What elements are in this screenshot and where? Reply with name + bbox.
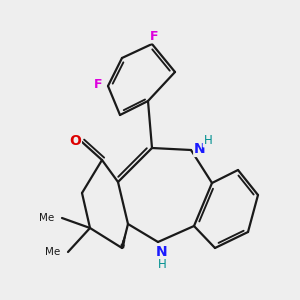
Text: F: F xyxy=(94,77,102,91)
Text: Me: Me xyxy=(39,213,54,223)
Text: N: N xyxy=(194,142,206,156)
Text: H: H xyxy=(204,134,212,146)
Text: F: F xyxy=(150,29,158,43)
Text: H: H xyxy=(158,257,166,271)
Text: Me: Me xyxy=(45,247,60,257)
Text: O: O xyxy=(69,134,81,148)
Text: N: N xyxy=(156,245,168,259)
